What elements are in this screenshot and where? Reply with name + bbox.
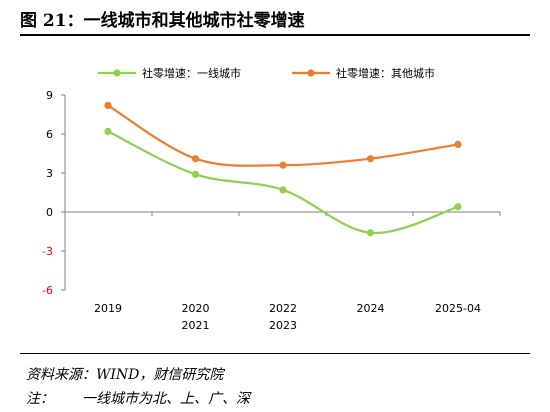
y-tick-label: 3 <box>46 167 53 180</box>
y-tick-label: 9 <box>46 89 53 102</box>
line-chart: -6 -3 0 3 6 9 2019 2020 2021 2022 2023 2024 2025-04 社… <box>42 66 501 332</box>
footnote-label: 注： <box>26 391 54 407</box>
x-tick-label: 2022 <box>269 302 297 315</box>
source-note: 资料来源：WIND，财信研究院 <box>26 367 224 383</box>
legend-swatch-marker <box>307 69 315 77</box>
legend-swatch-marker <box>113 69 121 77</box>
series-2-point <box>191 155 200 163</box>
figure-title: 图 21：一线城市和其他城市社零增速 <box>20 11 305 31</box>
series-1-point <box>366 229 375 237</box>
x-tick-label-secondary: 2023 <box>269 319 297 332</box>
series-1-point <box>104 127 112 135</box>
x-tick-label: 2025-04 <box>435 302 481 315</box>
series-line-1 <box>107 130 459 234</box>
y-tick-label: 0 <box>46 206 53 219</box>
y-tick-label: 6 <box>46 128 53 141</box>
x-tick-label: 2019 <box>94 302 122 315</box>
legend-label: 社零增速：其他城市 <box>336 66 435 80</box>
series-2-point <box>279 161 287 169</box>
series-1-point <box>454 203 462 211</box>
source-rule <box>20 353 530 354</box>
x-tick-label: 2024 <box>357 302 385 315</box>
series-line-2 <box>107 104 459 167</box>
x-tick-label: 2020 <box>182 302 210 315</box>
series-2-point <box>366 155 375 163</box>
y-tick-label: -6 <box>42 284 53 297</box>
series-1-point <box>279 186 287 194</box>
footnote-text: 一线城市为北、上、广、深 <box>82 391 250 407</box>
x-tick-label-secondary: 2021 <box>182 319 210 332</box>
title-rule <box>20 34 530 36</box>
footnote: 注： 一线城市为北、上、广、深 <box>26 388 250 408</box>
series-2-point <box>104 101 112 109</box>
legend-label: 社零增速：一线城市 <box>142 66 241 80</box>
series-1-point <box>191 170 200 178</box>
series-2-point <box>454 140 462 148</box>
y-tick-label: -3 <box>42 245 53 258</box>
